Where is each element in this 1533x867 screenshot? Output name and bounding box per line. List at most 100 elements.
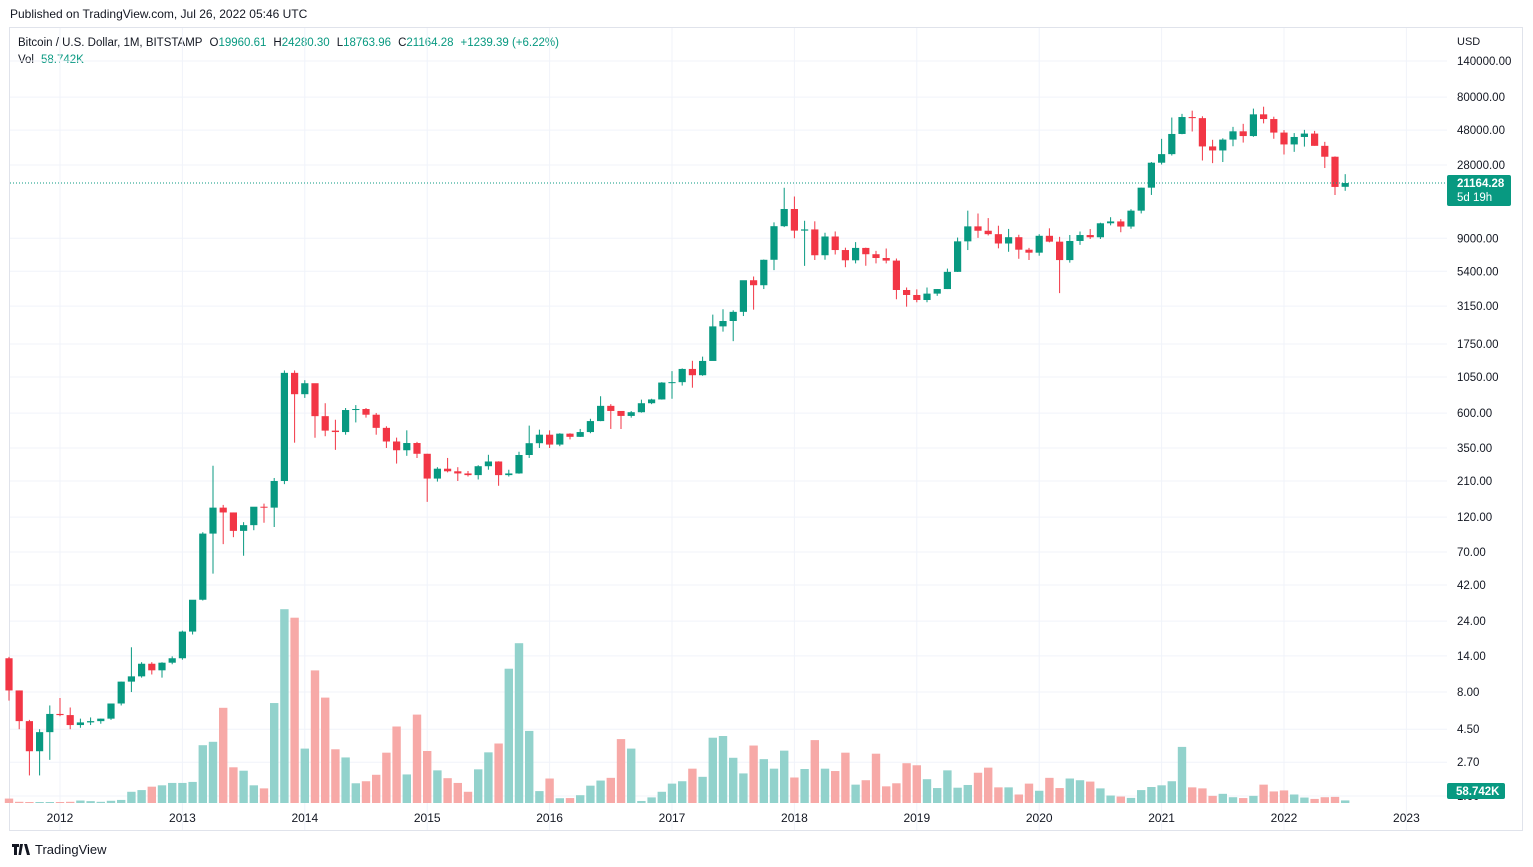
volume-bar: [882, 786, 891, 803]
candle: [1260, 106, 1268, 124]
candle: [586, 418, 594, 434]
volume-bar: [1116, 796, 1125, 803]
candle-body: [1270, 119, 1278, 133]
volume-bar: [759, 759, 768, 803]
volume-bar: [147, 786, 156, 803]
volume-bar: [780, 750, 789, 803]
candle: [566, 433, 574, 440]
candle: [1066, 234, 1074, 263]
time-tick-label: 2018: [781, 811, 808, 825]
candle-body: [974, 226, 982, 231]
candle-body: [393, 441, 401, 451]
candle: [627, 411, 635, 418]
candle-body: [525, 443, 533, 456]
candle-body: [1239, 131, 1247, 137]
candle: [56, 697, 64, 717]
candle-body: [627, 412, 635, 416]
candle: [5, 656, 13, 701]
candle-body: [862, 247, 870, 255]
volume-bar: [708, 737, 717, 803]
candle-body: [454, 471, 462, 474]
candle-body: [1300, 133, 1308, 137]
time-tick-label: 2014: [291, 811, 318, 825]
volume-bar: [402, 774, 411, 803]
candle-body: [1015, 237, 1023, 250]
candle: [597, 396, 605, 422]
candle-body: [535, 434, 543, 444]
candle: [882, 248, 890, 264]
candle-body: [311, 383, 319, 417]
candle: [811, 221, 819, 260]
footer-brand: TradingView: [35, 842, 107, 857]
candle-body: [811, 229, 819, 256]
volume-bar: [1045, 777, 1054, 803]
candle-body: [852, 247, 860, 261]
volume-bar: [382, 752, 391, 803]
candle: [433, 467, 441, 482]
candle: [331, 419, 339, 450]
time-tick-label: 2022: [1271, 811, 1298, 825]
chart-frame[interactable]: [9, 27, 1523, 831]
candle: [301, 380, 309, 398]
candle-body: [1117, 221, 1125, 227]
ohlc-open: O19960.61: [209, 37, 267, 49]
candle: [790, 196, 798, 239]
volume-bar: [963, 784, 972, 803]
price-tick-label: 120.00: [1457, 512, 1492, 524]
volume-bar: [637, 800, 646, 803]
time-tick-label: 2021: [1148, 811, 1175, 825]
volume-bar: [555, 798, 564, 803]
candle-body: [831, 236, 839, 251]
time-tick-label: 2016: [536, 811, 563, 825]
candle: [994, 225, 1002, 249]
candle-body: [138, 663, 146, 677]
candle-body: [515, 455, 523, 474]
candle: [46, 705, 54, 760]
volume-bar: [596, 780, 605, 803]
volume-bar: [1167, 781, 1176, 803]
candle-body: [699, 360, 707, 376]
candle: [25, 719, 33, 776]
candle: [1280, 130, 1288, 155]
candle-body: [56, 713, 64, 716]
candle-body: [1005, 237, 1013, 244]
candle-body: [1311, 133, 1319, 146]
volume-badge-value: 58.742K: [1456, 786, 1500, 798]
candle-body: [474, 466, 482, 476]
candle: [862, 247, 870, 266]
volume-bar: [1035, 790, 1044, 803]
candle-body: [36, 732, 44, 752]
candle-body: [1025, 249, 1033, 253]
candle: [311, 383, 319, 438]
candle: [515, 451, 523, 474]
symbol-title: Bitcoin / U.S. Dollar, 1M, BITSTAMP: [18, 37, 203, 49]
candle-body: [688, 368, 696, 376]
volume-bar: [433, 770, 442, 803]
volume-bar: [984, 767, 993, 803]
candle: [97, 718, 105, 724]
volume-bar: [331, 749, 340, 803]
footer: TradingView: [12, 842, 107, 857]
candle-body: [750, 280, 758, 286]
candle: [352, 405, 360, 423]
candle: [1300, 129, 1308, 147]
candle: [750, 276, 758, 310]
candle-body: [1158, 154, 1166, 163]
volume-bar: [453, 782, 462, 803]
volume-bar: [1075, 780, 1085, 803]
volume-bar: [1341, 800, 1350, 803]
ohlc-high: H24280.30: [273, 37, 330, 49]
volume-bar: [55, 802, 65, 803]
candle: [1137, 187, 1145, 214]
volume-bar: [994, 787, 1003, 803]
volume-bar: [1269, 791, 1278, 803]
candle-body: [648, 399, 656, 404]
candle-body: [280, 372, 288, 481]
candle: [372, 412, 380, 435]
volume-bar: [1198, 788, 1207, 803]
volume-bar: [657, 791, 666, 803]
volume-bar: [168, 782, 177, 803]
candle: [219, 504, 227, 545]
candle-body: [1066, 240, 1074, 261]
